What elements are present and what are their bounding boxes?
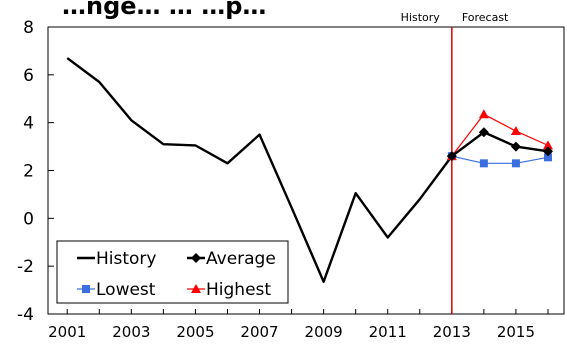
data-point-average bbox=[510, 141, 521, 152]
series-line-average bbox=[451, 131, 549, 158]
legend-marker-lowest bbox=[82, 285, 90, 293]
y-tick-label: -4 bbox=[17, 305, 34, 325]
series-line-lowest bbox=[451, 155, 549, 164]
legend: History Average Lowest Highest bbox=[56, 240, 289, 304]
x-tick-label: 2015 bbox=[497, 323, 535, 341]
data-point-lowest bbox=[479, 159, 488, 168]
legend-box bbox=[56, 240, 289, 304]
y-tick-label: 8 bbox=[23, 18, 34, 38]
data-point-highest bbox=[478, 109, 489, 119]
legend-label-history: History bbox=[96, 249, 156, 269]
data-point-average bbox=[542, 146, 553, 157]
y-tick-label: 0 bbox=[23, 209, 34, 229]
legend-marker-highest bbox=[191, 284, 201, 293]
legend-label-lowest: Lowest bbox=[96, 280, 156, 300]
data-point-highest bbox=[542, 140, 553, 150]
y-tick-label: 6 bbox=[23, 66, 34, 86]
chart-title: …nge… … …p… bbox=[62, 0, 266, 20]
data-point-lowest bbox=[511, 159, 520, 168]
data-point-lowest bbox=[543, 153, 552, 162]
legend-label-highest: Highest bbox=[206, 280, 271, 300]
y-tick-label: 2 bbox=[23, 162, 34, 182]
y-tick-label: 4 bbox=[23, 114, 34, 134]
x-tick-label: 2001 bbox=[48, 323, 86, 341]
series-line-history bbox=[66, 57, 453, 283]
history-label: History bbox=[401, 11, 441, 24]
x-tick-label: 2011 bbox=[369, 323, 407, 341]
series-line-highest bbox=[451, 113, 549, 157]
x-tick-label: 2007 bbox=[240, 323, 278, 341]
legend-label-average: Average bbox=[206, 249, 276, 269]
legend-marker-average bbox=[191, 253, 201, 263]
data-point-highest bbox=[510, 126, 521, 136]
x-tick-label: 2005 bbox=[176, 323, 214, 341]
forecast-label: Forecast bbox=[462, 11, 509, 24]
x-tick-label: 2003 bbox=[112, 323, 150, 341]
x-tick-label: 2009 bbox=[305, 323, 343, 341]
x-tick-label: 2013 bbox=[433, 323, 471, 341]
data-point-average bbox=[446, 151, 457, 162]
data-point-average bbox=[478, 127, 489, 138]
y-tick-label: -2 bbox=[17, 257, 34, 277]
